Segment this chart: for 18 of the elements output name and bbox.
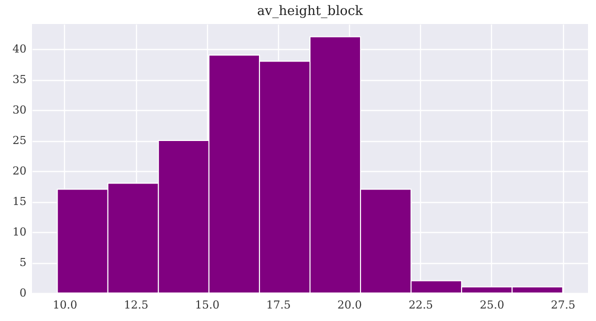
x-tick-label: 27.5 bbox=[550, 298, 576, 312]
x-tick-label: 22.5 bbox=[408, 298, 434, 312]
chart-title: av_height_block bbox=[257, 4, 363, 19]
y-tick-label: 0 bbox=[20, 286, 26, 300]
y-tick-label: 20 bbox=[12, 164, 26, 178]
y-tick-label: 10 bbox=[12, 226, 26, 238]
y-tick-label: 30 bbox=[12, 104, 26, 117]
x-tick-label: 17.5 bbox=[266, 298, 291, 312]
y-tick-label: 40 bbox=[12, 42, 26, 56]
x-tick-label: 25.0 bbox=[480, 298, 504, 312]
y-tick-label: 25 bbox=[12, 134, 26, 148]
y-tick-label: 5 bbox=[20, 256, 26, 269]
y-tick-label: 35 bbox=[12, 73, 26, 86]
x-tick-label: 15.0 bbox=[195, 298, 220, 312]
y-tick-label: 15 bbox=[12, 195, 26, 208]
x-tick-label: 12.5 bbox=[124, 298, 148, 312]
x-tick-label: 20.0 bbox=[337, 298, 362, 312]
x-tick-label: 10.0 bbox=[52, 298, 78, 312]
